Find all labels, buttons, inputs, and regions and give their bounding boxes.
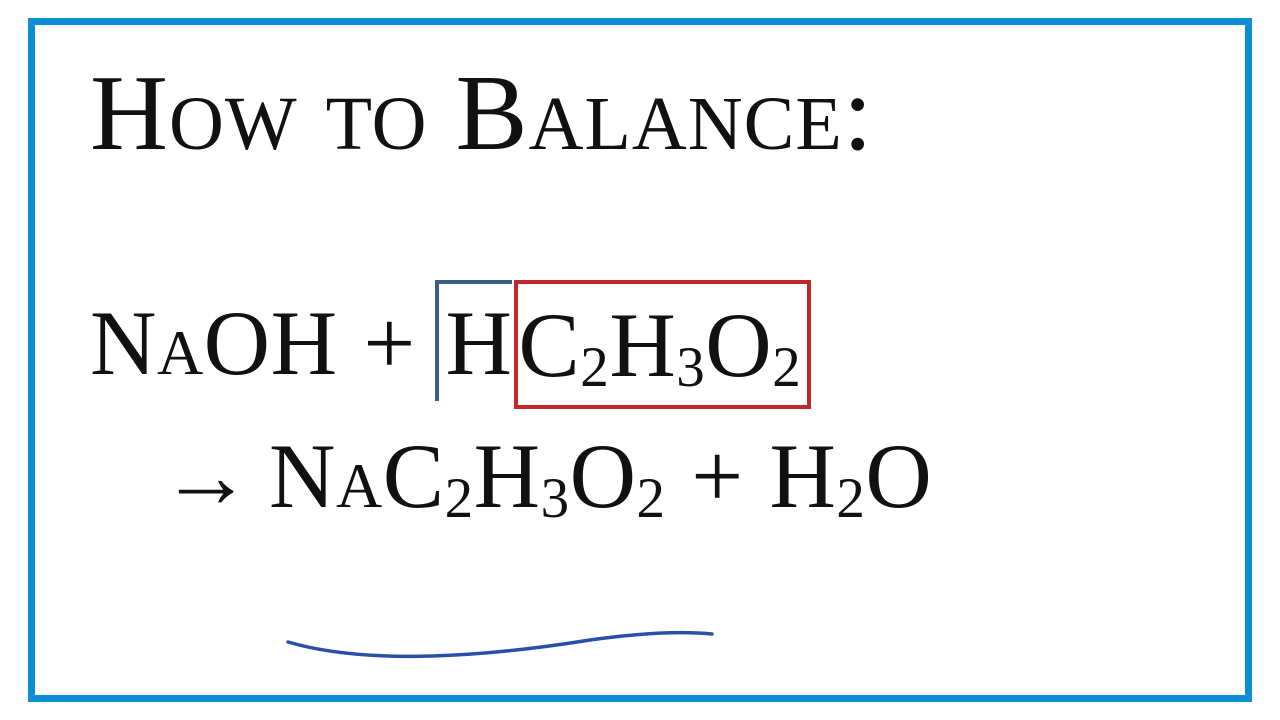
el-c: C: [518, 288, 580, 403]
el-h: H: [474, 425, 541, 527]
sub-2: 2: [836, 467, 865, 530]
el-h: H: [609, 288, 676, 403]
product-na-acetate: NaC2H3O2: [269, 419, 666, 534]
el-h: H: [769, 425, 836, 527]
plus-sign: +: [363, 286, 415, 401]
underline-squiggle: [280, 622, 720, 670]
el-na: Na: [269, 425, 383, 527]
sub-3: 3: [541, 467, 570, 530]
el-c: C: [383, 425, 445, 527]
el-o: O: [705, 288, 772, 403]
product-water: H2O: [769, 419, 932, 534]
underline-path: [288, 633, 712, 657]
el-o: O: [204, 292, 271, 394]
sub-2: 2: [580, 332, 609, 403]
reaction-arrow: →: [160, 419, 253, 534]
slide-title: How to Balance:: [90, 60, 1220, 168]
sub-3: 3: [676, 332, 705, 403]
highlight-box-acetate: C2H3O2: [514, 280, 811, 409]
slide-content: How to Balance: NaOH + H C2H3O2 → NaC2H3…: [90, 60, 1220, 534]
reactant-naoh: NaOH: [90, 286, 338, 401]
sub-2b: 2: [637, 467, 666, 530]
el-na: Na: [90, 292, 204, 394]
equation-reactants: NaOH + H C2H3O2: [90, 278, 1220, 407]
el-o: O: [570, 425, 637, 527]
sub-2: 2: [445, 467, 474, 530]
el-h: H: [271, 292, 338, 394]
equation-products: → NaC2H3O2 + H2O: [90, 419, 1220, 534]
sub-2b: 2: [772, 332, 801, 403]
highlight-box-h: H: [435, 280, 512, 401]
reactant2-h: H: [445, 286, 512, 401]
el-o: O: [865, 425, 932, 527]
plus-sign: +: [691, 419, 743, 534]
